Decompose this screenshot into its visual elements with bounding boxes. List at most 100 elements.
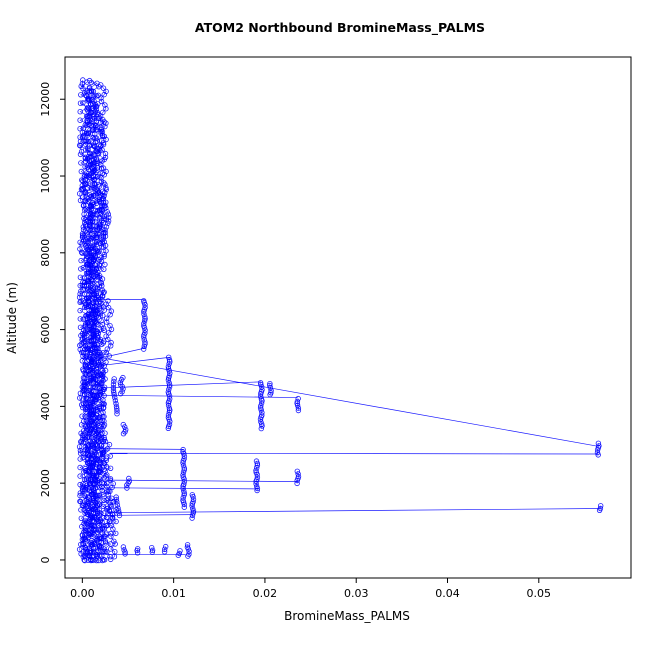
data-point (253, 467, 259, 474)
data-point (82, 189, 88, 195)
data-point (107, 323, 113, 329)
x-tick-label: 0.05 (527, 587, 552, 600)
data-point (100, 141, 107, 148)
data-point (122, 551, 128, 557)
data-point (80, 316, 87, 322)
data-point (108, 522, 115, 529)
data-point (78, 177, 85, 183)
data-point (105, 298, 111, 304)
series-line (123, 546, 126, 554)
data-point (86, 453, 92, 459)
y-tick-label: 2000 (39, 469, 52, 497)
data-point (254, 460, 260, 467)
data-point (100, 503, 106, 510)
connector-line (102, 381, 262, 389)
data-point (190, 510, 196, 516)
data-point (294, 480, 300, 487)
data-point (90, 473, 96, 479)
data-point (85, 96, 92, 102)
data-point (94, 518, 101, 524)
data-point (84, 407, 91, 413)
data-point (121, 547, 127, 553)
data-point (106, 518, 112, 525)
data-point (142, 304, 148, 311)
data-point (94, 536, 100, 542)
data-point (88, 342, 94, 348)
data-point (86, 319, 92, 325)
data-point (110, 481, 116, 487)
data-point (84, 277, 90, 284)
data-point (78, 541, 84, 548)
data-point (112, 549, 118, 555)
data-point (100, 195, 106, 202)
data-point (96, 189, 102, 195)
data-point (93, 557, 100, 564)
data-point (91, 314, 97, 321)
data-point (82, 544, 89, 551)
data-point (126, 478, 132, 484)
data-point (90, 94, 97, 100)
data-point (99, 158, 105, 164)
data-point (141, 323, 147, 329)
data-point (85, 297, 92, 304)
data-point (85, 460, 91, 466)
data-point (95, 249, 101, 255)
data-point (181, 490, 188, 496)
data-point (101, 307, 107, 313)
data-point (78, 257, 84, 264)
data-point (89, 470, 96, 476)
data-point (92, 397, 98, 403)
y-tick-label: 4000 (39, 392, 52, 420)
data-point (597, 505, 604, 512)
data-point (78, 288, 84, 294)
data-point (97, 510, 103, 516)
data-point (294, 468, 300, 474)
data-point (88, 193, 94, 199)
data-point (110, 526, 116, 532)
data-point (76, 294, 83, 300)
data-point (91, 348, 97, 355)
data-point (141, 307, 148, 313)
data-point (105, 330, 112, 336)
data-point (77, 117, 83, 123)
x-tick-label: 0.01 (161, 587, 186, 600)
data-point (120, 421, 126, 428)
data-point (109, 515, 115, 521)
data-point (86, 310, 92, 316)
data-point (101, 422, 108, 428)
data-point (93, 239, 100, 245)
data-point (102, 533, 108, 540)
data-point (99, 239, 105, 245)
data-point (94, 503, 101, 509)
data-point (184, 544, 191, 550)
data-point (107, 343, 114, 349)
data-point (77, 498, 83, 505)
data-point (84, 106, 90, 112)
data-point (162, 543, 169, 550)
data-point (79, 486, 86, 492)
data-point (77, 316, 83, 322)
data-point (89, 328, 96, 334)
data-point (88, 203, 94, 209)
data-point (93, 446, 100, 452)
data-point (85, 185, 91, 191)
data-point (596, 443, 602, 449)
data-point (97, 82, 104, 88)
data-point (102, 154, 109, 160)
data-point (267, 382, 273, 389)
data-point (96, 196, 103, 203)
data-point (166, 384, 173, 390)
data-point (98, 318, 104, 324)
data-point (98, 535, 104, 542)
data-point (85, 126, 91, 132)
data-point (86, 495, 92, 501)
data-point (102, 181, 108, 188)
data-point (85, 243, 92, 249)
data-point (141, 320, 147, 327)
data-point (141, 343, 147, 349)
data-point (83, 509, 90, 515)
data-point (108, 533, 114, 540)
data-point (95, 188, 101, 194)
data-point (86, 288, 93, 295)
data-point (104, 483, 110, 490)
